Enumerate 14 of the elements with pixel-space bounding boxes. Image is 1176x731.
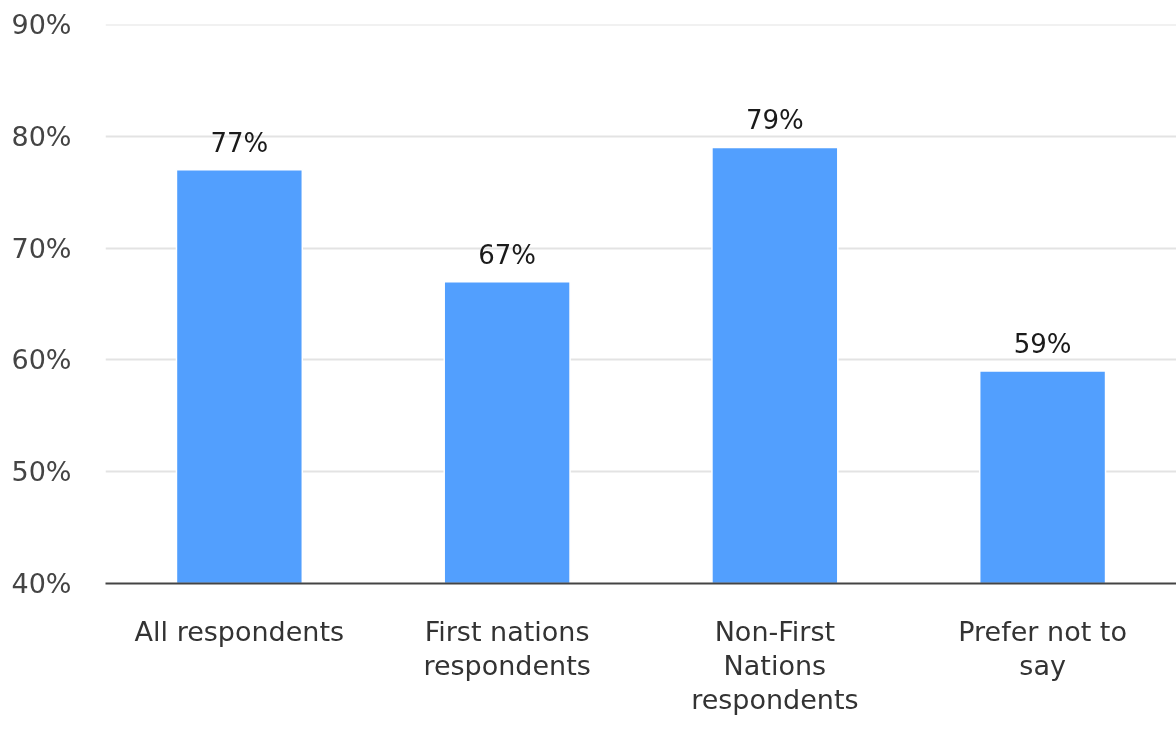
x-tick-label: All respondents — [134, 615, 345, 647]
y-tick-label: 80% — [11, 120, 72, 152]
y-tick-label: 40% — [11, 568, 72, 599]
data-label: 67% — [478, 239, 537, 270]
y-tick-label: 70% — [11, 232, 72, 264]
data-label: 79% — [745, 105, 804, 136]
y-tick-label: 50% — [11, 456, 72, 488]
y-tick-label: 90% — [11, 9, 72, 40]
x-tick-label: First nations respondents — [423, 615, 591, 681]
data-label: 77% — [210, 127, 269, 158]
x-tick-label: Non-First Nations respondents — [691, 615, 859, 715]
y-tick-label: 60% — [11, 344, 72, 376]
data-label: 59% — [1013, 329, 1072, 360]
x-tick-label: Prefer not to say — [958, 615, 1127, 681]
